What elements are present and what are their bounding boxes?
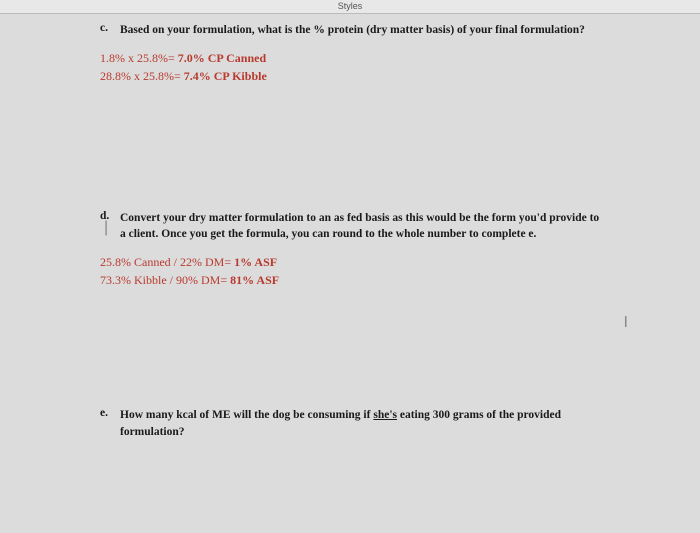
answer-c-line1: 1.8% x 25.8%= 7.0% CP Canned bbox=[100, 49, 600, 67]
question-e-underline: she's bbox=[373, 409, 397, 421]
answer-c-line1-calc: 1.8% x 25.8%= bbox=[100, 51, 178, 65]
answer-d-line2-calc: 73.3% Kibble / 90% DM= bbox=[100, 273, 230, 287]
document-page: c. Based on your formulation, what is th… bbox=[0, 14, 700, 533]
question-e-text: How many kcal of ME will the dog be cons… bbox=[120, 407, 600, 440]
text-cursor-icon: | bbox=[104, 219, 108, 237]
answer-c-line1-result: 7.0% CP Canned bbox=[178, 51, 266, 65]
question-e-letter: e. bbox=[100, 407, 120, 419]
question-e: e. How many kcal of ME will the dog be c… bbox=[100, 407, 600, 440]
answer-d: 25.8% Canned / 22% DM= 1% ASF 73.3% Kibb… bbox=[100, 253, 600, 289]
answer-d-line2: 73.3% Kibble / 90% DM= 81% ASF bbox=[100, 271, 600, 289]
question-d: d. Convert your dry matter formulation t… bbox=[100, 210, 600, 289]
answer-c-line2: 28.8% x 25.8%= 7.4% CP Kibble bbox=[100, 67, 600, 85]
ribbon-topbar: Styles bbox=[0, 0, 700, 14]
answer-d-line1-result: 1% ASF bbox=[234, 255, 277, 269]
answer-d-line2-result: 81% ASF bbox=[230, 273, 279, 287]
question-c-text: Based on your formulation, what is the %… bbox=[120, 22, 585, 39]
question-d-letter: d. bbox=[100, 210, 120, 222]
answer-c-line2-calc: 28.8% x 25.8%= bbox=[100, 69, 184, 83]
question-d-text: Convert your dry matter formulation to a… bbox=[120, 210, 600, 243]
styles-group-label: Styles bbox=[338, 1, 363, 11]
answer-c: 1.8% x 25.8%= 7.0% CP Canned 28.8% x 25.… bbox=[100, 49, 600, 85]
answer-d-line1-calc: 25.8% Canned / 22% DM= bbox=[100, 255, 234, 269]
answer-c-line2-result: 7.4% CP Kibble bbox=[184, 69, 267, 83]
question-c: c. Based on your formulation, what is th… bbox=[100, 22, 600, 85]
text-cursor-icon: I bbox=[624, 314, 628, 332]
answer-d-line1: 25.8% Canned / 22% DM= 1% ASF bbox=[100, 253, 600, 271]
question-e-text-pre: How many kcal of ME will the dog be cons… bbox=[120, 409, 373, 421]
question-c-letter: c. bbox=[100, 22, 120, 34]
